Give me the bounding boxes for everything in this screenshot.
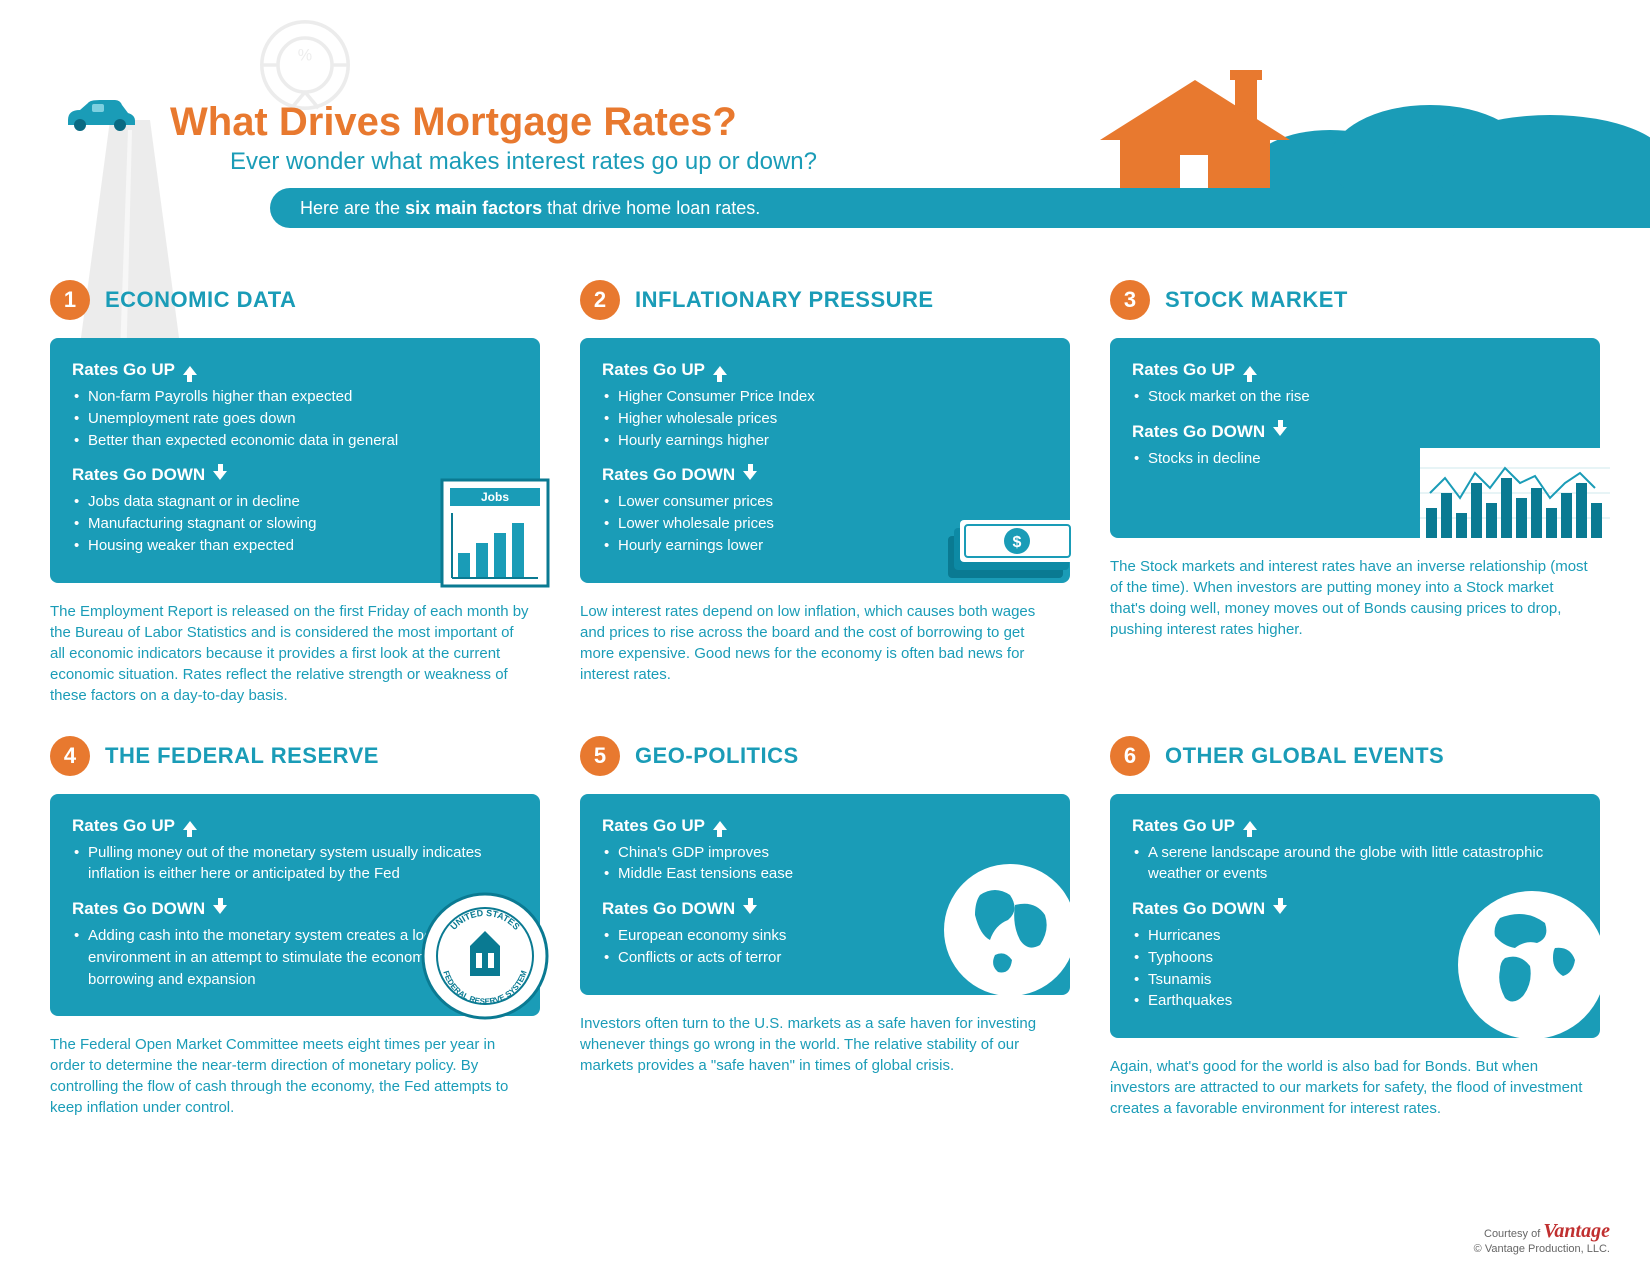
rates-up-label: Rates Go UP	[1132, 360, 1578, 380]
card-description: The Stock markets and interest rates hav…	[1110, 556, 1600, 640]
cards-grid: 1 ECONOMIC DATA Rates Go UP Non-farm Pay…	[0, 230, 1650, 1139]
arrow-down-icon	[743, 905, 757, 914]
list-item: A serene landscape around the globe with…	[1132, 842, 1578, 886]
rates-up-label: Rates Go UP	[602, 816, 1048, 836]
rates-up-list: A serene landscape around the globe with…	[1132, 842, 1578, 886]
footer-brand: Vantage	[1543, 1220, 1610, 1242]
factor-card-4: 4 THE FEDERAL RESERVE Rates Go UP Pullin…	[50, 736, 540, 1120]
money-stack-icon: $	[940, 508, 1080, 593]
list-item: Unemployment rate goes down	[72, 408, 518, 430]
factor-card-2: 2 INFLATIONARY PRESSURE Rates Go UP High…	[580, 280, 1070, 706]
rates-up-list: Higher Consumer Price IndexHigher wholes…	[602, 386, 1048, 451]
arrow-up-icon	[713, 821, 727, 830]
factor-card-3: 3 STOCK MARKET Rates Go UP Stock market …	[1110, 280, 1600, 706]
arrow-down-icon	[743, 471, 757, 480]
rates-up-label: Rates Go UP	[72, 816, 518, 836]
card-header: 4 THE FEDERAL RESERVE	[50, 736, 540, 776]
clouds-icon	[1250, 100, 1650, 190]
card-number-badge: 4	[50, 736, 90, 776]
rates-up-label: Rates Go UP	[72, 360, 518, 380]
list-item: Pulling money out of the monetary system…	[72, 842, 518, 886]
factor-card-5: 5 GEO-POLITICS Rates Go UP China's GDP i…	[580, 736, 1070, 1120]
arrow-down-icon	[213, 471, 227, 480]
factor-card-6: 6 OTHER GLOBAL EVENTS Rates Go UP A sere…	[1110, 736, 1600, 1120]
rates-up-label: Rates Go UP	[602, 360, 1048, 380]
card-number-badge: 2	[580, 280, 620, 320]
card-number-badge: 5	[580, 736, 620, 776]
svg-text:Jobs: Jobs	[481, 490, 509, 504]
arrow-up-icon	[1243, 821, 1257, 830]
svg-text:$: $	[1013, 534, 1022, 551]
card-number-badge: 6	[1110, 736, 1150, 776]
card-description: Low interest rates depend on low inflati…	[580, 601, 1070, 685]
card-box: Rates Go UP Stock market on the rise Rat…	[1110, 338, 1600, 538]
house-icon	[1080, 70, 1310, 190]
car-icon	[60, 95, 140, 135]
rates-down-label: Rates Go DOWN	[1132, 422, 1578, 442]
card-title: OTHER GLOBAL EVENTS	[1165, 743, 1444, 769]
page-title: What Drives Mortgage Rates?	[170, 100, 737, 145]
globe-west-icon	[1455, 888, 1610, 1048]
list-item: Higher Consumer Price Index	[602, 386, 1048, 408]
rates-up-list: Pulling money out of the monetary system…	[72, 842, 518, 886]
jobs-chart-icon: Jobs	[440, 478, 550, 593]
list-item: Better than expected economic data in ge…	[72, 430, 518, 452]
stock-chart-icon	[1420, 448, 1610, 548]
arrow-down-icon	[1273, 905, 1287, 914]
rates-down-label: Rates Go DOWN	[602, 465, 1048, 485]
card-title: THE FEDERAL RESERVE	[105, 743, 379, 769]
card-header: 3 STOCK MARKET	[1110, 280, 1600, 320]
card-header: 2 INFLATIONARY PRESSURE	[580, 280, 1070, 320]
arrow-up-icon	[183, 366, 197, 375]
banner-bold: six main factors	[405, 198, 542, 219]
arrow-up-icon	[1243, 366, 1257, 375]
card-title: GEO-POLITICS	[635, 743, 799, 769]
list-item: Stock market on the rise	[1132, 386, 1578, 408]
header: % What Drives Mortgage Rates? Ever wonde…	[0, 0, 1650, 230]
footer-courtesy: Courtesy of	[1484, 1228, 1540, 1240]
rates-up-list: Non-farm Payrolls higher than expectedUn…	[72, 386, 518, 451]
card-header: 5 GEO-POLITICS	[580, 736, 1070, 776]
card-number-badge: 1	[50, 280, 90, 320]
list-item: Higher wholesale prices	[602, 408, 1048, 430]
card-title: ECONOMIC DATA	[105, 287, 296, 313]
card-title: STOCK MARKET	[1165, 287, 1348, 313]
steering-wheel-icon: %	[260, 20, 350, 110]
arrow-up-icon	[183, 821, 197, 830]
card-box: Rates Go UP Higher Consumer Price IndexH…	[580, 338, 1070, 583]
globe-east-icon	[940, 860, 1080, 1005]
card-header: 6 OTHER GLOBAL EVENTS	[1110, 736, 1600, 776]
rates-up-label: Rates Go UP	[1132, 816, 1578, 836]
intro-banner: Here are the six main factors that drive…	[270, 188, 1650, 228]
card-description: Investors often turn to the U.S. markets…	[580, 1013, 1070, 1076]
banner-post: that drive home loan rates.	[547, 198, 760, 219]
card-description: Again, what's good for the world is also…	[1110, 1056, 1600, 1119]
page-subtitle: Ever wonder what makes interest rates go…	[230, 148, 817, 176]
list-item: Non-farm Payrolls higher than expected	[72, 386, 518, 408]
card-header: 1 ECONOMIC DATA	[50, 280, 540, 320]
footer-copyright: © Vantage Production, LLC.	[1474, 1243, 1610, 1255]
svg-text:%: %	[298, 47, 312, 65]
banner-pre: Here are the	[300, 198, 400, 219]
card-box: Rates Go UP China's GDP improvesMiddle E…	[580, 794, 1070, 995]
card-box: Rates Go UP A serene landscape around th…	[1110, 794, 1600, 1039]
arrow-up-icon	[713, 366, 727, 375]
card-title: INFLATIONARY PRESSURE	[635, 287, 934, 313]
fed-seal-icon: UNITED STATES FEDERAL RESERVE SYSTEM	[420, 891, 550, 1026]
card-box: Rates Go UP Non-farm Payrolls higher tha…	[50, 338, 540, 583]
rates-up-list: Stock market on the rise	[1132, 386, 1578, 408]
list-item: Hourly earnings higher	[602, 430, 1048, 452]
card-description: The Federal Open Market Committee meets …	[50, 1034, 540, 1118]
factor-card-1: 1 ECONOMIC DATA Rates Go UP Non-farm Pay…	[50, 280, 540, 706]
card-number-badge: 3	[1110, 280, 1150, 320]
footer: Courtesy of Vantage © Vantage Production…	[1474, 1220, 1610, 1255]
card-box: Rates Go UP Pulling money out of the mon…	[50, 794, 540, 1017]
arrow-down-icon	[1273, 427, 1287, 436]
card-description: The Employment Report is released on the…	[50, 601, 540, 706]
arrow-down-icon	[213, 905, 227, 914]
